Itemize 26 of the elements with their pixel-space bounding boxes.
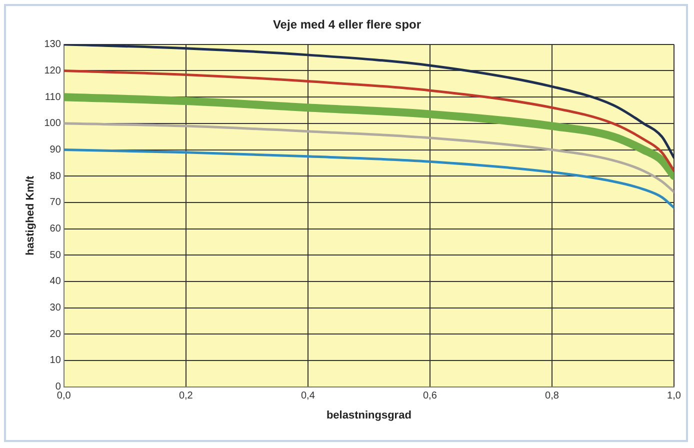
x-tick-label: 0,2: [178, 390, 194, 402]
y-axis-title: hastighed Km/t: [24, 176, 37, 256]
y-tick-label: 10: [50, 355, 62, 366]
x-tick-label: 0,6: [423, 390, 438, 402]
y-tick-label: 20: [50, 328, 62, 340]
chart-title: Veje med 4 eller flere spor: [272, 18, 422, 32]
y-tick-label: 40: [50, 276, 62, 288]
line-series: [64, 148, 674, 209]
x-tick-label: 0,4: [300, 390, 316, 402]
x-tick-label: 1,0: [667, 390, 682, 402]
y-tick-label: 70: [50, 197, 62, 208]
y-tick-label: 80: [50, 170, 62, 182]
y-tick-label: 0: [55, 382, 62, 393]
y-tick-label: 30: [50, 302, 62, 314]
x-tick-label: 0,0: [56, 390, 72, 402]
y-tick-label: 120: [44, 65, 62, 76]
x-tick-label: 0,8: [545, 390, 560, 402]
line-series: [64, 122, 674, 194]
line-series: [64, 69, 674, 172]
y-tick-label: 60: [50, 224, 62, 235]
y-tick-label: 100: [44, 118, 62, 130]
y-tick-label: 90: [50, 144, 62, 156]
x-axis-title: belastningsgrad: [326, 409, 412, 422]
y-tick-label: 130: [44, 39, 62, 50]
y-tick-label: 110: [44, 92, 62, 103]
y-tick-label: 50: [50, 250, 62, 261]
